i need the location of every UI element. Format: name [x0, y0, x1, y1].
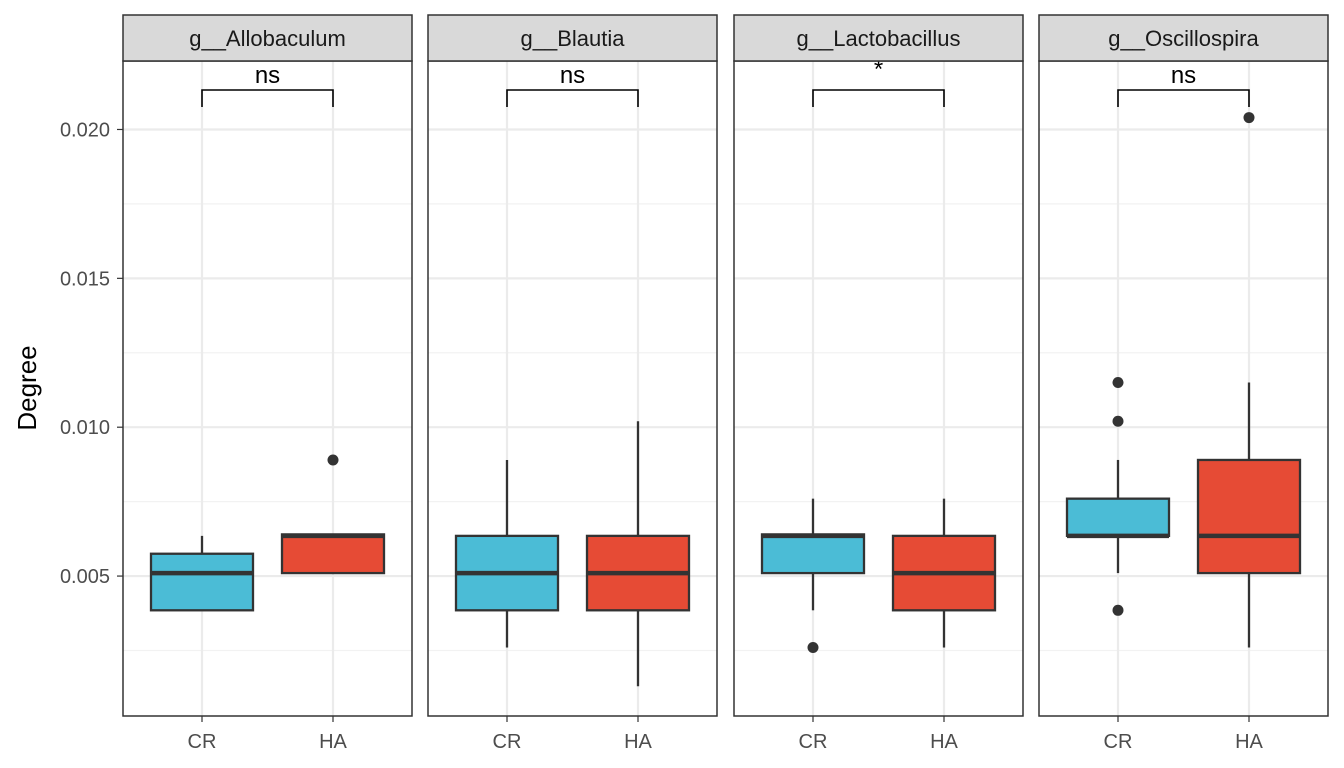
significance-bracket — [1117, 89, 1250, 107]
x-tick-label: CR — [1104, 731, 1133, 753]
box-cr — [149, 535, 255, 612]
box-cr — [454, 459, 560, 648]
box-iqr — [149, 552, 255, 612]
y-axis: 0.005 0.010 0.015 0.020 — [60, 119, 123, 588]
significance-bracket — [506, 89, 639, 107]
significance-label: ns — [560, 62, 585, 89]
box-iqr — [280, 533, 386, 575]
box-iqr — [1065, 497, 1171, 538]
facet-panel: ns g__Oscillospira CR HA — [1038, 14, 1329, 753]
strip-header — [427, 14, 718, 62]
strip-header — [122, 14, 413, 62]
box-ha — [1196, 112, 1302, 648]
strip-header — [1038, 14, 1329, 62]
y-tick-label: 0.015 — [60, 268, 110, 290]
x-tick-label: HA — [930, 731, 958, 753]
significance-bracket — [812, 89, 945, 107]
strip-title: g__Lactobacillus — [797, 26, 961, 51]
box-iqr — [760, 533, 866, 575]
strip-header — [733, 14, 1024, 62]
outlier-point — [807, 642, 819, 654]
facet-panel: ns g__Allobaculum CR HA — [122, 14, 413, 753]
panel-background — [428, 61, 717, 716]
x-tick-label: HA — [1235, 731, 1263, 753]
facet-panels: ns g__Allobaculum CR HA ns g__Blautia CR HA * g__… — [122, 14, 1329, 753]
y-tick-label: 0.020 — [60, 119, 110, 141]
box-cr — [760, 498, 866, 654]
outlier-point — [1243, 112, 1255, 124]
x-tick-label: HA — [319, 731, 347, 753]
y-axis-label: Degree — [12, 345, 42, 430]
strip-title: g__Oscillospira — [1108, 26, 1259, 51]
strip-title: g__Allobaculum — [189, 26, 346, 51]
box-ha — [280, 454, 386, 575]
outlier-point — [327, 454, 339, 466]
y-tick-label: 0.005 — [60, 566, 110, 588]
y-tick-label: 0.010 — [60, 417, 110, 439]
x-tick-label: CR — [188, 731, 217, 753]
box-cr — [1065, 377, 1171, 616]
strip-title: g__Blautia — [521, 26, 626, 51]
outlier-point — [1112, 377, 1124, 389]
x-tick-label: CR — [799, 731, 828, 753]
panel-background — [123, 61, 412, 716]
x-tick-label: HA — [624, 731, 652, 753]
outlier-point — [1112, 415, 1124, 427]
facet-panel: ns g__Blautia CR HA — [427, 14, 718, 753]
panel-background — [1039, 61, 1328, 716]
outlier-point — [1112, 604, 1124, 616]
panel-background — [734, 61, 1023, 716]
box-iqr — [1196, 458, 1302, 575]
significance-label: * — [874, 56, 883, 83]
significance-label: ns — [255, 62, 280, 89]
box-ha — [891, 498, 997, 648]
x-tick-label: CR — [493, 731, 522, 753]
significance-label: ns — [1171, 62, 1196, 89]
facet-panel: * g__Lactobacillus CR HA — [733, 14, 1024, 753]
significance-bracket — [201, 89, 334, 107]
box-ha — [585, 421, 691, 687]
